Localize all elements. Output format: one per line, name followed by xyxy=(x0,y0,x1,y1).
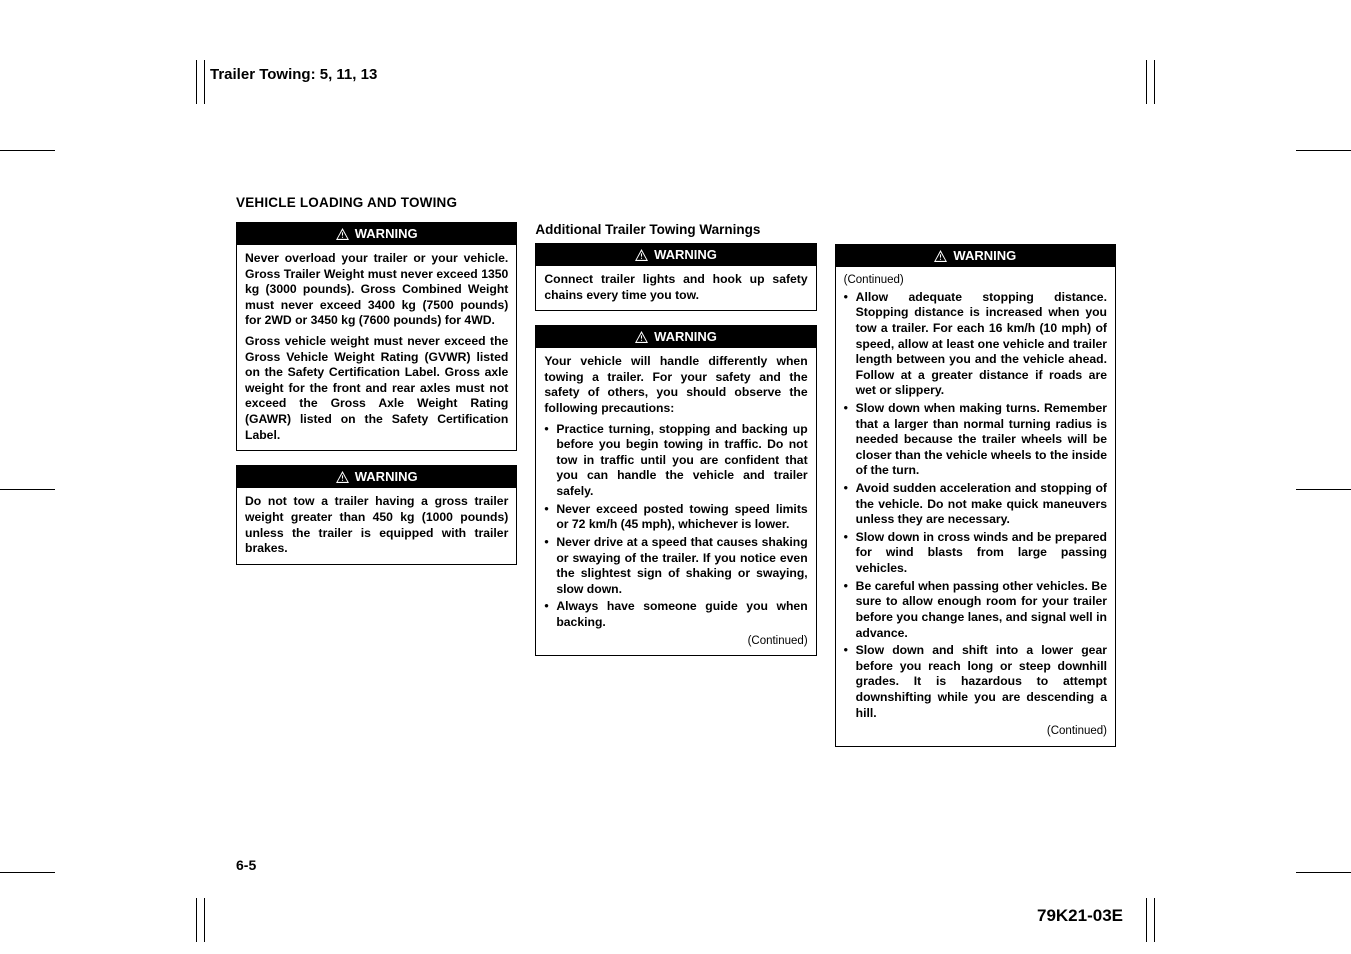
warning-heading: WARNING xyxy=(536,244,815,266)
warning-body: Never overload your trailer or your vehi… xyxy=(237,245,516,450)
warning-heading: WARNING xyxy=(237,223,516,245)
warning-triangle-icon xyxy=(635,249,648,261)
running-header: Trailer Towing: 5, 11, 13 xyxy=(210,66,377,83)
crop-mark xyxy=(1296,872,1351,873)
warning-label: WARNING xyxy=(654,329,717,344)
document-code: 79K21-03E xyxy=(1037,906,1123,926)
column-2: Additional Trailer Towing Warnings WARNI… xyxy=(535,222,816,761)
crop-mark xyxy=(204,60,205,104)
crop-mark xyxy=(1146,898,1147,942)
warning-box-handling: WARNING Your vehicle will handle differe… xyxy=(535,325,816,656)
warning-heading: WARNING xyxy=(836,245,1115,267)
list-item: Never exceed posted towing speed limits … xyxy=(544,502,807,533)
continued-label: (Continued) xyxy=(844,273,1107,288)
warning-triangle-icon xyxy=(336,228,349,240)
warning-triangle-icon xyxy=(336,471,349,483)
list-item: Never drive at a speed that causes shaki… xyxy=(544,535,807,597)
warning-text: Never overload your trailer or your vehi… xyxy=(245,251,508,329)
column-heading: Additional Trailer Towing Warnings xyxy=(535,222,816,237)
spacer xyxy=(835,222,1116,244)
warning-list: Practice turning, stopping and backing u… xyxy=(544,422,807,631)
warning-box-driving-tips: WARNING (Continued) Allow adequate stopp… xyxy=(835,244,1116,747)
list-item: Avoid sudden acceleration and stopping o… xyxy=(844,481,1107,528)
column-3: WARNING (Continued) Allow adequate stopp… xyxy=(835,222,1116,761)
warning-label: WARNING xyxy=(953,248,1016,263)
warning-box-brakes: WARNING Do not tow a trailer having a gr… xyxy=(236,465,517,564)
manual-page: Trailer Towing: 5, 11, 13 VEHICLE LOADIN… xyxy=(0,0,1351,954)
crop-mark xyxy=(204,898,205,942)
list-item: Allow adequate stopping distance. Stoppi… xyxy=(844,290,1107,399)
warning-triangle-icon xyxy=(934,250,947,262)
crop-mark xyxy=(1296,489,1351,490)
continued-label: (Continued) xyxy=(544,634,807,649)
warning-heading: WARNING xyxy=(237,466,516,488)
warning-body: Your vehicle will handle differently whe… xyxy=(536,348,815,655)
warning-body: (Continued) Allow adequate stopping dist… xyxy=(836,267,1115,746)
column-1: WARNING Never overload your trailer or y… xyxy=(236,222,517,761)
list-item: Slow down in cross winds and be prepared… xyxy=(844,530,1107,577)
crop-mark xyxy=(196,898,197,942)
list-item: Practice turning, stopping and backing u… xyxy=(544,422,807,500)
crop-mark xyxy=(0,150,55,151)
warning-text: Do not tow a trailer having a gross trai… xyxy=(245,494,508,556)
crop-mark xyxy=(1154,60,1155,104)
warning-label: WARNING xyxy=(355,226,418,241)
crop-mark xyxy=(1146,60,1147,104)
crop-mark xyxy=(1154,898,1155,942)
continued-label: (Continued) xyxy=(844,724,1107,739)
list-item: Be careful when passing other vehicles. … xyxy=(844,579,1107,641)
page-number: 6-5 xyxy=(236,857,256,873)
warning-box-overload: WARNING Never overload your trailer or y… xyxy=(236,222,517,451)
warning-label: WARNING xyxy=(355,469,418,484)
content-columns: WARNING Never overload your trailer or y… xyxy=(236,222,1116,761)
warning-list: Allow adequate stopping distance. Stoppi… xyxy=(844,290,1107,721)
crop-mark xyxy=(196,60,197,104)
list-item: Slow down when making turns. Remember th… xyxy=(844,401,1107,479)
warning-text: Connect trailer lights and hook up safet… xyxy=(544,272,807,303)
crop-mark xyxy=(0,872,55,873)
list-item: Always have someone guide you when backi… xyxy=(544,599,807,630)
warning-label: WARNING xyxy=(654,247,717,262)
crop-mark xyxy=(0,489,55,490)
crop-mark xyxy=(1296,150,1351,151)
warning-text: Gross vehicle weight must never exceed t… xyxy=(245,334,508,443)
warning-body: Do not tow a trailer having a gross trai… xyxy=(237,488,516,563)
warning-body: Connect trailer lights and hook up safet… xyxy=(536,266,815,310)
list-item: Slow down and shift into a lower gear be… xyxy=(844,643,1107,721)
section-title: VEHICLE LOADING AND TOWING xyxy=(236,195,457,210)
warning-box-lights-chains: WARNING Connect trailer lights and hook … xyxy=(535,243,816,311)
warning-triangle-icon xyxy=(635,331,648,343)
warning-intro: Your vehicle will handle differently whe… xyxy=(544,354,807,416)
warning-heading: WARNING xyxy=(536,326,815,348)
